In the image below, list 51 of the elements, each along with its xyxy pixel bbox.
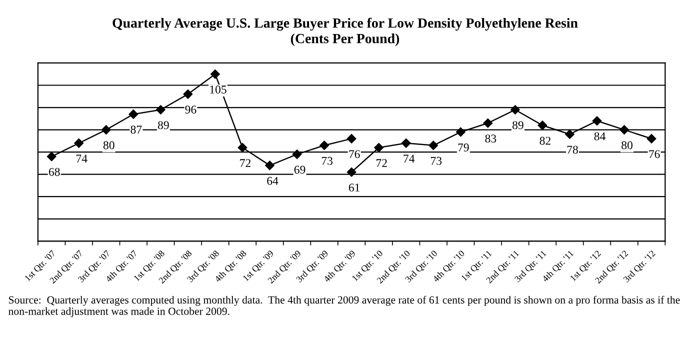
- data-label: 80: [103, 141, 114, 150]
- data-label: 73: [431, 156, 442, 165]
- data-label: 76: [649, 150, 660, 158]
- chart-title: Quarterly Average U.S. Large Buyer Price for Low Density Polyethylene Resin: [112, 18, 578, 31]
- point: [565, 130, 574, 139]
- data-label: 105: [210, 86, 226, 94]
- point: [456, 127, 466, 137]
- point: [265, 160, 274, 170]
- data-label: 76: [349, 150, 360, 158]
- data-label: 69: [294, 166, 306, 174]
- point: [346, 167, 356, 177]
- point: [292, 150, 302, 159]
- point: [646, 134, 656, 144]
- point: [238, 142, 248, 152]
- data-label: 72: [376, 159, 387, 167]
- point: [46, 152, 56, 162]
- data-label: 83: [485, 134, 496, 143]
- point: [102, 125, 111, 134]
- point: [620, 125, 629, 134]
- point: [156, 105, 166, 114]
- chart-subtitle: (Cents Per Pound): [290, 33, 400, 46]
- data-label: 74: [76, 154, 88, 162]
- data-label: 84: [594, 132, 606, 140]
- point: [74, 138, 84, 148]
- data-label: 78: [567, 146, 578, 154]
- data-label: 87: [130, 126, 142, 134]
- data-label: 89: [158, 121, 169, 130]
- data-label: 64: [267, 176, 278, 185]
- point: [346, 134, 356, 144]
- point: [483, 118, 493, 128]
- data-label: 96: [185, 106, 196, 114]
- point: [320, 140, 329, 150]
- source-note: Source: Quarterly averages computed using monthly data. The 4th quarter 2009 average rate of 61 cents per pound is shown on a pro forma basis as if the non-market adjustment was made in October 2009.: [8, 296, 680, 318]
- point: [183, 90, 193, 99]
- point: [128, 110, 138, 119]
- data-label: 68: [48, 168, 60, 176]
- point: [538, 120, 548, 130]
- point: [592, 116, 602, 126]
- data-label: 82: [540, 136, 550, 145]
- point: [428, 140, 438, 150]
- data-label: 79: [458, 144, 469, 152]
- point: [401, 138, 411, 148]
- data-label: 61: [348, 184, 360, 192]
- data-label: 89: [512, 121, 524, 130]
- point: [210, 69, 220, 79]
- data-label: 74: [404, 154, 415, 162]
- point: [510, 105, 520, 114]
- data-label: 72: [240, 159, 251, 167]
- data-label: 73: [322, 156, 333, 165]
- point: [374, 142, 384, 152]
- data-label: 80: [622, 141, 632, 150]
